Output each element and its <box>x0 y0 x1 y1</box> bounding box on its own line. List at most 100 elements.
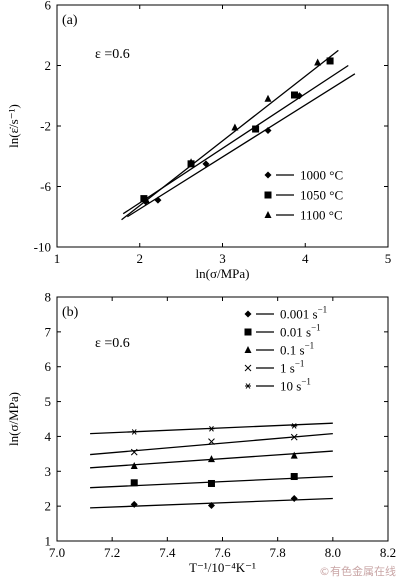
y-tick-label: 8 <box>45 290 52 305</box>
legend-marker <box>244 328 252 336</box>
data-point <box>290 473 298 481</box>
y-tick-label: 2 <box>45 499 52 514</box>
y-tick-label: 3 <box>45 464 52 479</box>
legend-marker <box>264 171 272 179</box>
data-point <box>208 438 215 446</box>
legend-superscript: −1 <box>318 305 328 315</box>
legend-label: 0.001 s−1 <box>280 305 327 322</box>
data-point <box>264 127 272 135</box>
data-point <box>290 451 298 459</box>
legend-entry: 1100 °C <box>264 208 343 223</box>
legend-name: 1 s <box>280 361 295 376</box>
x-axis-title: ln(σ/MPa) <box>196 266 250 281</box>
data-point <box>131 429 138 435</box>
legend-name: 0.001 s <box>280 307 318 322</box>
fit-line <box>90 432 333 456</box>
legend-superscript: −1 <box>295 359 305 369</box>
legend-entry: 1 s−1 <box>244 359 304 376</box>
data-point <box>207 501 215 509</box>
panel-label: (a) <box>62 13 78 28</box>
series-2 <box>90 450 333 470</box>
legend-entry: 1000 °C <box>264 168 343 183</box>
data-point <box>264 94 272 102</box>
data-point <box>326 57 334 65</box>
x-tick-label: 5 <box>385 251 392 266</box>
legend-label: 1100 °C <box>300 208 343 223</box>
legend-name: 0.1 s <box>280 343 305 358</box>
legend-entry: 1050 °C <box>264 188 343 203</box>
strain-annotation: ε =0.6 <box>95 336 130 351</box>
data-point <box>314 58 322 66</box>
data-point <box>291 423 298 429</box>
y-axis-title: ln(ε̇/s⁻¹) <box>6 104 21 148</box>
x-axis-title: T⁻¹/10⁻⁴K⁻¹ <box>189 560 256 575</box>
x-tick-label: 2 <box>137 251 144 266</box>
legend-label: 10 s−1 <box>280 377 311 394</box>
legend-name: 1000 °C <box>300 168 343 183</box>
legend-name: 1050 °C <box>300 188 343 203</box>
legend-entry: 0.001 s−1 <box>244 305 327 322</box>
strain-annotation: ε =0.6 <box>95 47 130 62</box>
x-tick-label: 8.0 <box>325 545 341 560</box>
legend-name: 0.01 s <box>280 325 311 340</box>
y-tick-label: 2 <box>45 58 52 73</box>
y-tick-label: -2 <box>40 119 51 134</box>
series-0 <box>90 494 333 509</box>
panel-label: (b) <box>62 305 79 320</box>
y-tick-label: 4 <box>45 429 52 444</box>
legend-label: 1 s−1 <box>280 359 304 376</box>
series-1 <box>90 473 333 489</box>
data-point <box>208 425 215 432</box>
x-tick-label: 7.6 <box>214 545 231 560</box>
legend-label: 1000 °C <box>300 168 343 183</box>
fit-line <box>121 49 339 221</box>
legend-label: 0.01 s−1 <box>280 323 321 340</box>
data-point <box>202 160 210 168</box>
data-point <box>290 91 298 99</box>
x-tick-label: 7.0 <box>49 545 65 560</box>
legend-marker <box>244 346 252 353</box>
legend-label: 0.1 s−1 <box>280 341 314 358</box>
series-2 <box>121 49 339 221</box>
data-point <box>290 494 298 502</box>
data-point <box>187 158 195 166</box>
y-tick-label: 5 <box>45 394 52 409</box>
legend-superscript: −1 <box>301 377 311 387</box>
x-tick-label: 7.8 <box>270 545 286 560</box>
data-point <box>130 479 138 487</box>
series-4 <box>90 422 333 435</box>
data-point <box>207 455 215 463</box>
data-point <box>130 462 138 470</box>
fit-line <box>126 73 356 218</box>
x-tick-label: 3 <box>219 251 226 266</box>
y-tick-label: -6 <box>40 179 51 194</box>
legend-entry: 10 s−1 <box>245 377 311 394</box>
watermark: ©有色金属在线 <box>319 565 396 578</box>
data-point <box>142 196 150 204</box>
y-tick-label: 6 <box>45 0 52 13</box>
legend-label: 1050 °C <box>300 188 343 203</box>
data-point <box>130 500 138 508</box>
series-3 <box>90 432 333 456</box>
chart-panel-b: 7.0 7.2 7.4 7.6 7.8 8.0 8.2 1 2 3 4 5 6 7 8 T⁻¹/10⁻⁴K⁻¹… <box>6 290 396 576</box>
chart-panel-a: 1 2 3 4 5 -10 -6 -2 2 6 ln(σ/MPa) ln(ε̇/s⁻¹) (a) ε =0… <box>6 0 391 281</box>
x-tick-label: 8.2 <box>380 545 396 560</box>
x-tick-label: 7.4 <box>159 545 176 560</box>
data-point <box>130 448 138 456</box>
data-point <box>290 433 298 441</box>
legend-name: 1100 °C <box>300 208 343 223</box>
x-tick-label: 7.2 <box>104 545 120 560</box>
legend-marker <box>244 310 252 318</box>
y-tick-label: 7 <box>45 324 52 339</box>
legend-entry: 0.01 s−1 <box>244 323 321 340</box>
y-tick-label: 6 <box>45 359 52 374</box>
x-tick-label: 1 <box>54 251 61 266</box>
data-point <box>154 196 162 204</box>
legend-entry: 0.1 s−1 <box>244 341 314 358</box>
legend-superscript: −1 <box>311 323 321 333</box>
data-point <box>252 125 260 133</box>
y-tick-label: -10 <box>34 240 51 255</box>
legend-superscript: −1 <box>305 341 315 351</box>
y-tick-label: 1 <box>45 534 52 549</box>
